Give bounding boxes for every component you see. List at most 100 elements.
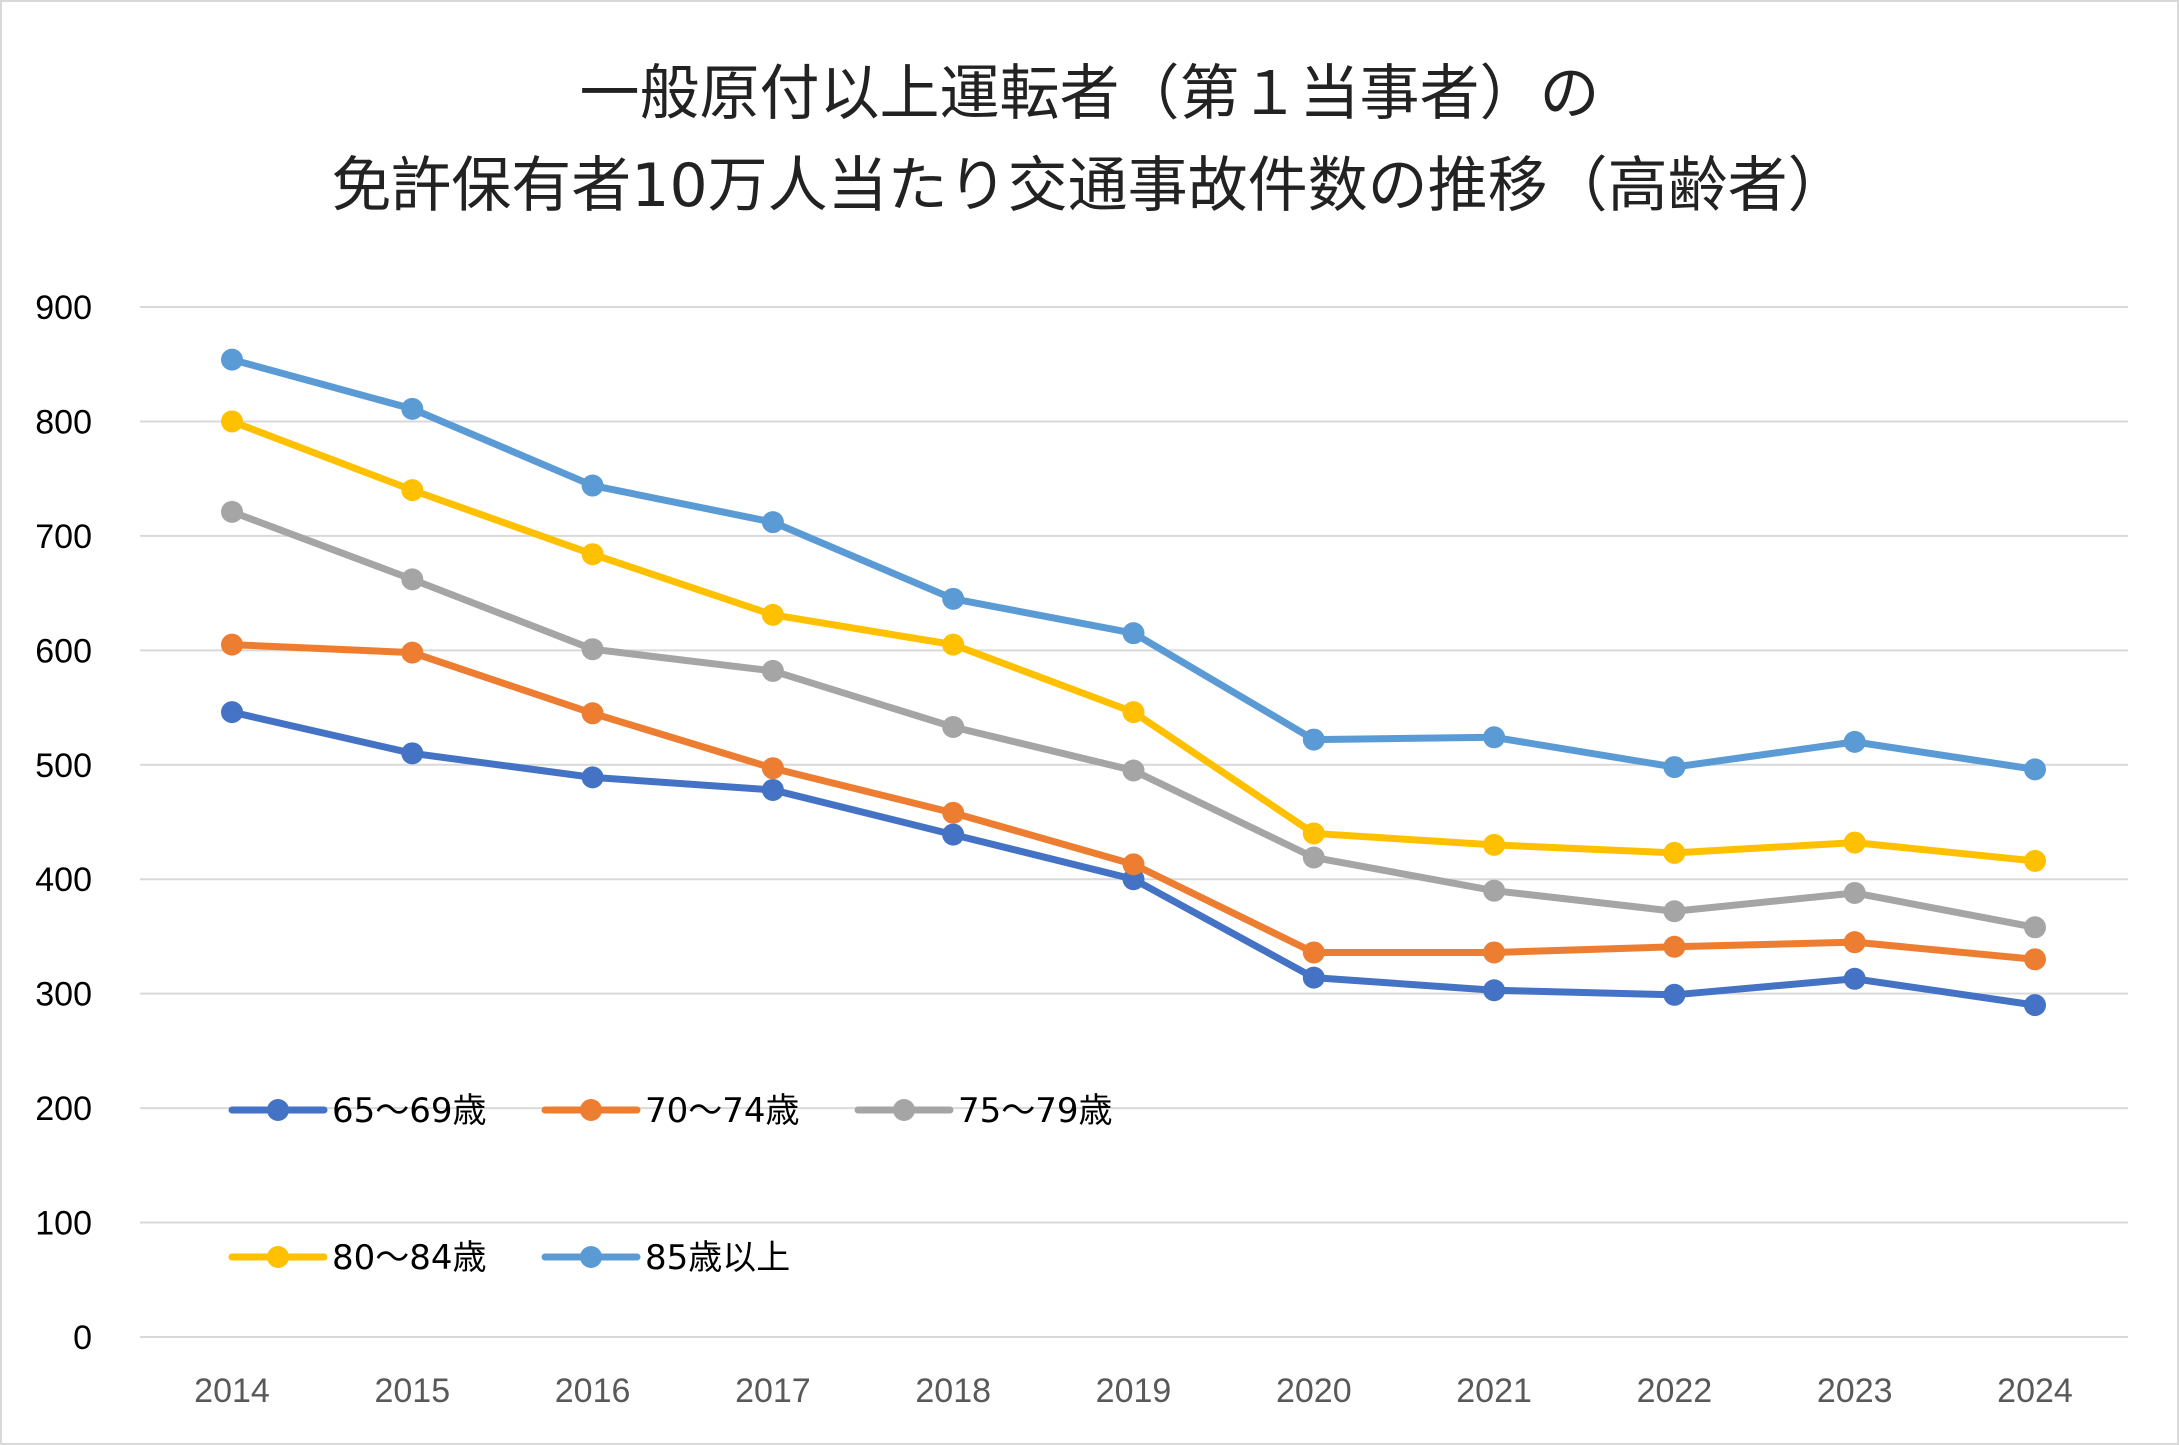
legend-item: 75～79歳 xyxy=(854,1091,1113,1131)
data-point xyxy=(581,638,604,661)
legend-swatch-marker xyxy=(580,1246,602,1268)
chart-title: 一般原付以上運転者（第１当事者）の 免許保有者10万人当たり交通事故件数の推移（… xyxy=(0,48,2179,232)
data-point xyxy=(1483,833,1506,856)
series-4 xyxy=(221,348,2046,781)
data-point xyxy=(1843,881,1866,904)
data-point xyxy=(581,474,604,497)
x-tick-label: 2016 xyxy=(555,1372,631,1410)
data-point xyxy=(401,641,424,664)
data-point xyxy=(1302,941,1325,964)
data-point xyxy=(2024,916,2046,939)
data-point xyxy=(1122,701,1145,724)
data-point xyxy=(1483,941,1506,964)
y-tick-label: 100 xyxy=(35,1205,92,1243)
y-tick-label: 600 xyxy=(35,632,92,670)
data-point xyxy=(1843,931,1866,954)
data-point xyxy=(1483,979,1506,1002)
x-axis-ticks: 2014 2015 2016 2017 2018 2019 2020 2021 2022 2023… xyxy=(194,1372,2073,1410)
y-tick-label: 400 xyxy=(35,861,92,899)
series-2 xyxy=(221,500,2046,939)
data-point xyxy=(942,587,965,610)
data-point xyxy=(761,603,784,626)
data-point xyxy=(2024,948,2046,971)
data-point xyxy=(2024,849,2046,872)
data-point xyxy=(1302,966,1325,989)
data-point xyxy=(1663,983,1686,1006)
x-tick-label: 2017 xyxy=(735,1372,811,1410)
y-tick-label: 900 xyxy=(35,289,92,327)
data-point xyxy=(1663,756,1686,779)
data-point xyxy=(1663,935,1686,958)
x-tick-label: 2024 xyxy=(1997,1372,2073,1410)
data-point xyxy=(1663,841,1686,864)
data-point xyxy=(1122,759,1145,782)
data-point xyxy=(1483,726,1506,749)
legend-swatch-marker xyxy=(580,1099,602,1121)
x-tick-label: 2022 xyxy=(1637,1372,1713,1410)
legend-swatch-marker xyxy=(267,1246,289,1268)
y-tick-label: 200 xyxy=(35,1090,92,1128)
legend-item: 70～74歳 xyxy=(541,1091,800,1131)
x-tick-label: 2023 xyxy=(1817,1372,1893,1410)
data-point xyxy=(2024,758,2046,781)
data-point xyxy=(401,568,424,591)
gridlines xyxy=(140,306,2128,1338)
series-3 xyxy=(221,410,2046,872)
data-point xyxy=(942,801,965,824)
x-tick-label: 2014 xyxy=(194,1372,270,1410)
legend-label: 80～84歳 xyxy=(332,1238,487,1278)
x-tick-label: 2021 xyxy=(1456,1372,1532,1410)
y-tick-label: 500 xyxy=(35,747,92,785)
data-point xyxy=(761,511,784,534)
x-tick-label: 2020 xyxy=(1276,1372,1352,1410)
data-point xyxy=(1843,831,1866,854)
legend: 65～69歳 70～74歳 75～79歳 80～84歳 85歳以上 xyxy=(228,1091,1113,1278)
data-point xyxy=(1302,728,1325,751)
x-tick-label: 2018 xyxy=(915,1372,991,1410)
data-point xyxy=(942,823,965,846)
data-point xyxy=(761,778,784,801)
series-line xyxy=(228,641,2039,963)
legend-label: 65～69歳 xyxy=(332,1091,487,1131)
data-point xyxy=(221,348,243,371)
data-point xyxy=(401,742,424,765)
y-tick-label: 300 xyxy=(35,976,92,1014)
y-tick-label: 800 xyxy=(35,403,92,441)
data-point xyxy=(942,633,965,656)
series-1 xyxy=(221,633,2046,971)
data-point xyxy=(1122,853,1145,876)
data-point xyxy=(221,633,243,656)
data-point xyxy=(581,702,604,725)
data-point xyxy=(581,543,604,566)
y-tick-label: 700 xyxy=(35,518,92,556)
data-point xyxy=(401,479,424,502)
legend-item: 80～84歳 xyxy=(228,1238,487,1278)
legend-item: 85歳以上 xyxy=(541,1238,790,1278)
legend-label: 85歳以上 xyxy=(645,1238,790,1278)
data-point xyxy=(1122,622,1145,645)
data-point xyxy=(221,500,243,523)
x-tick-label: 2019 xyxy=(1096,1372,1172,1410)
data-point xyxy=(761,757,784,780)
data-point xyxy=(761,659,784,682)
data-point xyxy=(221,701,243,724)
data-point xyxy=(1302,846,1325,869)
y-tick-label: 0 xyxy=(73,1319,92,1357)
data-point xyxy=(1843,730,1866,753)
x-tick-label: 2015 xyxy=(374,1372,450,1410)
data-point xyxy=(1483,879,1506,902)
legend-label: 70～74歳 xyxy=(645,1091,800,1131)
data-point xyxy=(942,716,965,739)
data-point xyxy=(1843,967,1866,990)
chart-title-line-2: 免許保有者10万人当たり交通事故件数の推移（高齢者） xyxy=(331,151,1848,221)
data-point xyxy=(221,410,243,433)
legend-item: 65～69歳 xyxy=(228,1091,487,1131)
chart-title-line-1: 一般原付以上運転者（第１当事者）の xyxy=(579,59,1600,129)
series-group xyxy=(221,348,2046,1017)
data-point xyxy=(581,766,604,789)
data-point xyxy=(1302,822,1325,845)
data-point xyxy=(2024,994,2046,1017)
y-axis-ticks: 0 100 200 300 400 500 600 700 800 900 xyxy=(35,289,92,1357)
